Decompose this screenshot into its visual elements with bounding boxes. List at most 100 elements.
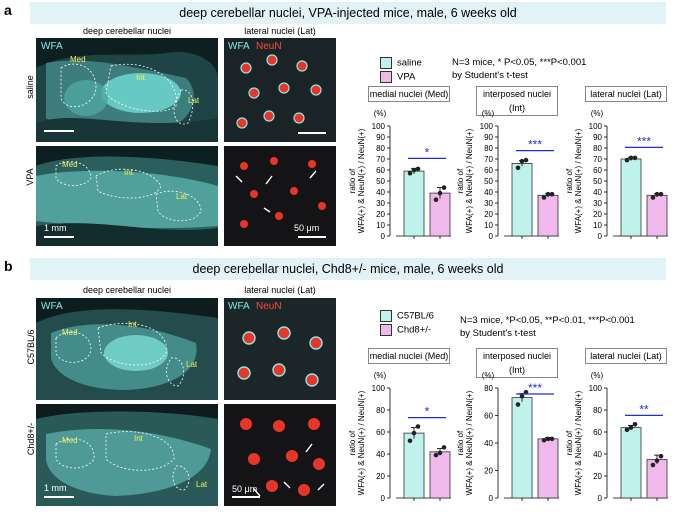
y-tick-label: 20 (484, 467, 493, 476)
data-point (441, 185, 447, 190)
y-tick-label: 70 (593, 155, 602, 164)
y-tick-label: 20 (593, 210, 602, 219)
panel-a-row1-label: saline (25, 75, 35, 99)
tissue-overview-image (36, 298, 218, 400)
data-point (415, 166, 421, 172)
y-tick-label: 80 (593, 406, 602, 415)
y-axis-label: ratio ofWFA(+) & NeuN(+) / NeuN(+) (456, 128, 474, 233)
data-point (433, 197, 439, 202)
y-unit-label: (%) (482, 109, 495, 118)
y-tick-label: 50 (484, 177, 493, 186)
data-point (541, 437, 547, 443)
y-tick-label: 0 (381, 232, 386, 241)
y-tick-label: 10 (376, 221, 385, 230)
y-axis-label: ratio ofWFA(+) & NeuN(+) / NeuN(+) (565, 128, 583, 233)
y-tick-label: 100 (372, 122, 386, 131)
bar-chart: (%) ratio ofWFA(+) & NeuN(+) / NeuN(+) 0 20… (565, 371, 668, 503)
y-axis-label: ratio ofWFA(+) & NeuN(+) / NeuN(+) (565, 390, 583, 495)
y-unit-label: (%) (374, 371, 387, 380)
data-point (519, 158, 525, 164)
data-point (433, 452, 439, 458)
bar (646, 194, 668, 237)
region-label-med: Med (70, 55, 86, 64)
bar (403, 170, 425, 237)
data-point (628, 155, 634, 161)
chart-title-box: interposed nuclei (Int) (476, 86, 558, 116)
y-tick-label: 20 (484, 210, 493, 219)
panel-a-banner: deep cerebellar nuclei, VPA-injected mic… (30, 2, 666, 24)
chart-title-box: medial nuclei (Med) (368, 348, 450, 364)
region-label-lat: Lat (176, 192, 188, 201)
significance-label: * (425, 145, 430, 159)
legend-swatch-control (380, 57, 392, 69)
region-label-lat: Lat (188, 96, 200, 105)
data-point (523, 157, 529, 163)
panel-b-stats-note: N=3 mice, *P<0.05, **P<0.01, ***P<0.001 … (460, 315, 635, 339)
bar (429, 192, 451, 237)
y-tick-label: 20 (376, 472, 385, 481)
data-point (650, 195, 656, 200)
data-point (624, 157, 630, 163)
y-tick-label: 40 (376, 450, 385, 459)
micrograph-b-chd8-lat: 50 μm (224, 404, 336, 506)
bar (511, 163, 533, 237)
tissue-overview-image (36, 38, 218, 142)
y-tick-label: 60 (593, 166, 602, 175)
tissue-overview-image (36, 146, 218, 246)
panel-a-stats-note: N=3 mice, * P<0.05, ***P<0.001 by Studen… (452, 57, 587, 81)
chart-title-box: interposed nuclei (Int) (476, 348, 558, 378)
y-tick-label: 0 (489, 232, 494, 241)
significance-label: *** (637, 134, 651, 148)
data-point (545, 436, 551, 442)
stain-label-neun: NeuN (256, 41, 282, 52)
data-point (407, 438, 413, 444)
y-tick-label: 60 (484, 166, 493, 175)
region-label-med: Med (62, 328, 78, 337)
micrograph-b-chd8-overview: Med Int Lat 1 mm (36, 404, 218, 506)
data-point (415, 424, 421, 429)
panel-b-col1-title: deep cerebellar nuclei (82, 285, 172, 295)
y-tick-label: 90 (593, 133, 602, 142)
legend-swatch-treated (380, 324, 392, 336)
y-tick-label: 40 (376, 188, 385, 197)
y-tick-label: 50 (593, 177, 602, 186)
y-unit-label: (%) (482, 371, 495, 380)
y-tick-label: 0 (489, 494, 494, 503)
stain-label-wfa: WFA (228, 41, 250, 52)
scale-label-1mm: 1 mm (44, 223, 67, 233)
micrograph-b-wt-overview: WFA Med Int Lat (36, 298, 218, 400)
bar (646, 459, 668, 499)
y-tick-label: 40 (484, 439, 493, 448)
region-label-lat: Lat (186, 360, 198, 369)
panel-a-legend: saline VPA (380, 57, 422, 83)
chart-title-box: lateral nuclei (Lat) (585, 86, 667, 102)
data-point (441, 445, 447, 450)
region-label-med: Med (62, 160, 78, 169)
data-point (437, 450, 443, 456)
bar-chart: (%) ratio ofWFA(+) & NeuN(+) / NeuN(+) 0 20… (456, 371, 559, 503)
data-point (541, 195, 547, 200)
y-tick-label: 90 (376, 133, 385, 142)
tissue-overview-image (36, 404, 218, 506)
y-tick-label: 40 (484, 188, 493, 197)
bar (429, 451, 451, 499)
data-point (523, 389, 529, 395)
scale-label-50um: 50 μm (232, 484, 258, 494)
y-tick-label: 30 (593, 199, 602, 208)
panel-b-col2-title: lateral nuclei (Lat) (244, 285, 316, 295)
significance-label: ** (639, 402, 649, 416)
bar (620, 158, 642, 237)
data-point (658, 453, 664, 459)
legend-item-control: C57BL/6 (380, 310, 434, 322)
chart-title-box: medial nuclei (Med) (368, 86, 450, 102)
legend-item-control: saline (380, 57, 422, 69)
micrograph-a-vpa-overview: Med Int Lat 1 mm (36, 146, 218, 246)
legend-swatch-control (380, 310, 392, 322)
data-point (515, 165, 521, 171)
y-tick-label: 90 (484, 133, 493, 142)
neun-wfa-image (224, 38, 336, 142)
data-point (628, 425, 634, 430)
y-axis-label: ratio ofWFA(+) & NeuN(+) / NeuN(+) (348, 390, 366, 495)
neun-wfa-image (224, 298, 336, 400)
data-point (654, 458, 660, 463)
